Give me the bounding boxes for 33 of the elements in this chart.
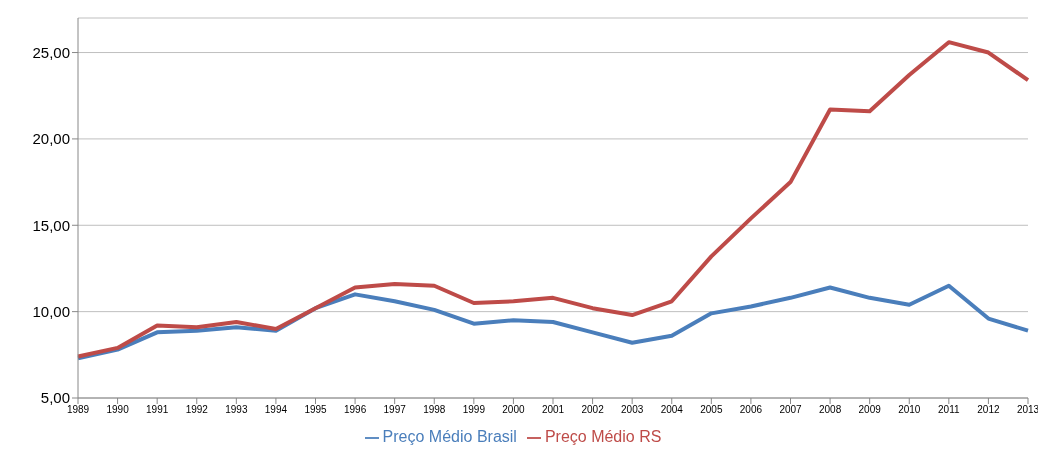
x-tick-label: 2002: [581, 404, 605, 416]
legend-label: Preço Médio RS: [544, 428, 662, 445]
y-tick-label: 10,00: [32, 302, 70, 320]
x-tick-label: 2011: [938, 404, 961, 416]
x-tick-label: 2004: [660, 404, 684, 416]
y-tick-label: 15,00: [32, 216, 70, 234]
y-tick-label: 5,00: [40, 389, 70, 407]
x-tick-label: 2012: [977, 404, 1000, 416]
x-tick-label: 1997: [383, 404, 407, 416]
x-tick-label: 2003: [621, 404, 644, 416]
x-tick-label: 2009: [858, 404, 882, 416]
x-tick-label: 1994: [264, 404, 288, 416]
x-tick-label: 1996: [343, 404, 367, 416]
x-tick-label: 2010: [898, 404, 921, 416]
x-tick-label: 1995: [304, 404, 328, 416]
x-tick-label: 1998: [423, 404, 446, 416]
x-tick-label: 1992: [185, 404, 209, 416]
x-tick-label: 2008: [818, 404, 842, 416]
y-tick-label: 20,00: [32, 130, 70, 148]
x-tick-label: 2006: [739, 404, 763, 416]
x-tick-label: 1993: [225, 404, 248, 416]
legend-label: Preço Médio Brasil: [382, 428, 517, 445]
x-tick-label: 2007: [779, 404, 803, 416]
x-tick-label: 2005: [700, 404, 723, 416]
x-tick-label: 1989: [66, 404, 90, 416]
y-tick-label: 25,00: [32, 43, 70, 61]
x-tick-label: 2001: [541, 404, 565, 416]
x-tick-label: 1991: [146, 404, 169, 416]
line-series: [76, 40, 1030, 359]
x-tick-label: 2013: [1016, 404, 1040, 416]
x-tick-label: 1999: [462, 404, 486, 416]
x-tick-label: 2000: [502, 404, 525, 416]
x-tick-label: 1990: [106, 404, 130, 416]
